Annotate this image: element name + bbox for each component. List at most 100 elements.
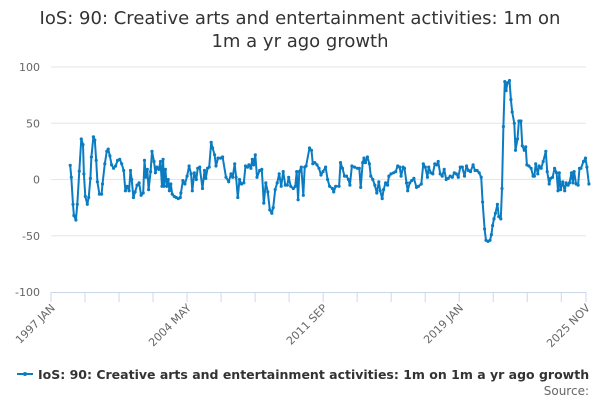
data-point[interactable] xyxy=(71,202,75,206)
data-point[interactable] xyxy=(431,172,435,176)
data-point[interactable] xyxy=(141,191,145,195)
data-point[interactable] xyxy=(127,189,131,193)
data-point[interactable] xyxy=(330,186,334,191)
data-point[interactable] xyxy=(234,175,238,179)
data-point[interactable] xyxy=(170,192,174,196)
data-point[interactable] xyxy=(404,181,409,185)
data-point[interactable] xyxy=(301,193,305,197)
data-point[interactable] xyxy=(551,175,555,179)
data-point[interactable] xyxy=(100,192,104,196)
data-point[interactable] xyxy=(436,159,440,164)
data-point[interactable] xyxy=(264,181,268,185)
data-point[interactable] xyxy=(236,195,240,200)
data-point[interactable] xyxy=(233,162,237,166)
data-point[interactable] xyxy=(529,166,533,170)
data-point[interactable] xyxy=(421,162,425,166)
data-point[interactable] xyxy=(68,163,72,167)
data-point[interactable] xyxy=(293,184,297,188)
data-point[interactable] xyxy=(131,195,135,200)
data-point[interactable] xyxy=(571,181,575,185)
data-point[interactable] xyxy=(501,125,505,129)
data-point[interactable] xyxy=(497,215,501,219)
data-point[interactable] xyxy=(106,147,110,151)
data-point[interactable] xyxy=(520,144,524,148)
data-point[interactable] xyxy=(209,140,213,144)
data-point[interactable] xyxy=(200,186,205,191)
data-point[interactable] xyxy=(185,174,189,178)
data-point[interactable] xyxy=(555,171,559,175)
data-point[interactable] xyxy=(450,175,454,179)
data-point[interactable] xyxy=(382,188,386,192)
data-point[interactable] xyxy=(488,238,492,242)
data-point[interactable] xyxy=(178,195,182,200)
data-point[interactable] xyxy=(93,138,97,142)
data-point[interactable] xyxy=(100,182,105,186)
data-point[interactable] xyxy=(204,176,208,180)
data-point[interactable] xyxy=(281,170,285,174)
data-point[interactable] xyxy=(83,194,87,198)
data-point[interactable] xyxy=(468,170,473,174)
data-point[interactable] xyxy=(295,170,299,174)
data-point[interactable] xyxy=(299,165,303,169)
data-point[interactable] xyxy=(190,189,194,193)
data-point[interactable] xyxy=(510,110,514,114)
data-point[interactable] xyxy=(85,202,89,206)
data-point[interactable] xyxy=(499,217,503,221)
data-point[interactable] xyxy=(95,180,99,184)
data-point[interactable] xyxy=(503,80,507,84)
data-point[interactable] xyxy=(211,146,215,150)
data-point[interactable] xyxy=(423,165,427,169)
data-point[interactable] xyxy=(332,190,336,194)
data-point[interactable] xyxy=(419,182,423,186)
data-point[interactable] xyxy=(120,162,124,166)
data-point[interactable] xyxy=(491,224,495,228)
data-point[interactable] xyxy=(324,165,328,169)
data-point[interactable] xyxy=(214,164,218,168)
data-point[interactable] xyxy=(194,177,198,182)
data-point[interactable] xyxy=(250,157,254,161)
data-point[interactable] xyxy=(464,164,469,168)
data-point[interactable] xyxy=(260,167,264,171)
data-point[interactable] xyxy=(579,166,583,170)
data-point[interactable] xyxy=(389,172,393,176)
data-point[interactable] xyxy=(337,184,341,188)
data-point[interactable] xyxy=(110,163,114,167)
data-point[interactable] xyxy=(192,171,196,175)
data-point[interactable] xyxy=(213,153,217,157)
data-point[interactable] xyxy=(557,171,561,175)
data-point[interactable] xyxy=(380,197,384,201)
data-point[interactable] xyxy=(537,164,541,168)
data-point[interactable] xyxy=(144,175,148,179)
data-point[interactable] xyxy=(363,161,367,165)
data-point[interactable] xyxy=(326,177,330,182)
data-point[interactable] xyxy=(155,165,159,169)
data-point[interactable] xyxy=(371,177,375,182)
data-point[interactable] xyxy=(319,173,323,177)
data-point[interactable] xyxy=(402,166,407,170)
data-point[interactable] xyxy=(587,182,591,186)
data-point[interactable] xyxy=(377,180,381,184)
data-point[interactable] xyxy=(317,166,321,170)
data-point[interactable] xyxy=(89,155,93,159)
data-point[interactable] xyxy=(532,174,537,178)
data-point[interactable] xyxy=(262,201,266,205)
data-point[interactable] xyxy=(352,165,357,169)
data-point[interactable] xyxy=(406,189,410,193)
data-point[interactable] xyxy=(87,195,91,200)
data-point[interactable] xyxy=(123,189,127,193)
data-point[interactable] xyxy=(169,182,173,186)
data-point[interactable] xyxy=(202,168,207,173)
data-point[interactable] xyxy=(386,183,390,187)
data-point[interactable] xyxy=(179,191,183,195)
data-point[interactable] xyxy=(122,168,126,173)
data-point[interactable] xyxy=(350,164,354,168)
data-point[interactable] xyxy=(231,175,235,179)
data-point[interactable] xyxy=(118,157,122,161)
data-point[interactable] xyxy=(247,163,251,167)
data-point[interactable] xyxy=(357,166,361,170)
data-point[interactable] xyxy=(114,164,118,168)
data-point[interactable] xyxy=(483,227,487,231)
data-point[interactable] xyxy=(541,159,545,164)
data-point[interactable] xyxy=(553,166,557,170)
data-point[interactable] xyxy=(287,175,291,179)
